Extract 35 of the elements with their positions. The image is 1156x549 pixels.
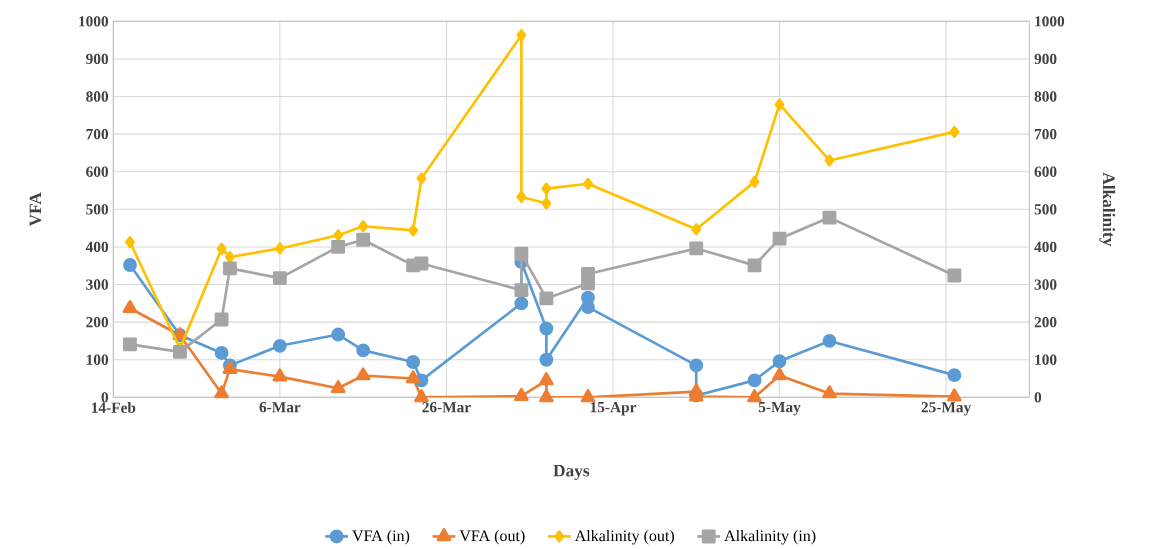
y-tick-label: 600 [86,166,109,177]
y-tick-label: 800 [86,91,109,102]
x-tick-label: 15-Apr [590,401,637,416]
y2-tick-label: 300 [1034,279,1057,290]
legend-label: Alkalinity (in) [724,529,816,545]
x-tick-label: 25-May [921,401,972,416]
y2-tick-label: 200 [1034,316,1057,328]
y2-tick-label: 1000 [1035,16,1065,27]
y-tick-label: 0 [101,392,109,403]
y2-axis-title: Alkalinity [1099,172,1116,247]
y2-tick-label: 700 [1034,128,1057,140]
y2-tick-label: 500 [1034,204,1057,215]
y2-tick-label: 100 [1035,354,1057,365]
x-tick-label: 14-Feb [92,401,136,413]
y-tick-label: 400 [85,241,109,252]
y2-tick-label: 800 [1034,91,1057,102]
x-tick-label: 26-Mar [422,401,471,413]
y-axis-title: VFA [29,192,42,227]
y2-tick-label: 0 [1034,392,1042,403]
y-tick-label: 1000 [79,16,109,27]
y-tick-label: 300 [86,279,109,290]
legend-label: VFA (in) [352,529,410,545]
y-tick-label: 200 [86,316,109,328]
y2-tick-label: 400 [1034,241,1057,252]
y2-tick-label: 900 [1034,53,1057,64]
x-tick-label: 5-May [758,401,801,416]
y-tick-label: 900 [86,53,109,64]
y-tick-label: 700 [86,128,109,140]
legend-label: Alkalinity (out) [574,529,674,545]
y2-tick-label: 600 [1034,166,1057,177]
legend-label: VFA (out) [459,529,525,545]
x-axis-title: Days [553,464,590,480]
y-tick-label: 500 [86,204,109,215]
y-tick-label: 100 [86,354,109,365]
x-tick-label: 6-Mar [259,401,301,413]
